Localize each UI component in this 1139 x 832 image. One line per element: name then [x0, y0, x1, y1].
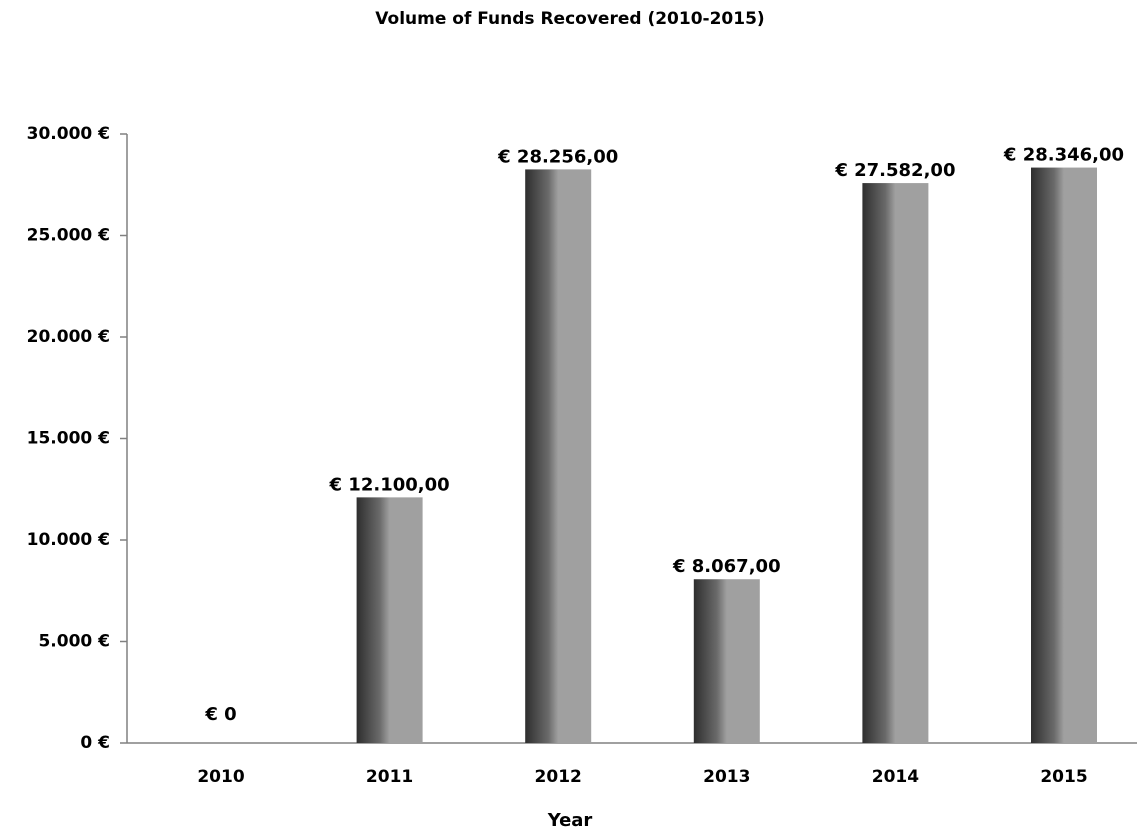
data-label: € 8.067,00 [672, 556, 781, 577]
y-tick-label: 20.000 € [27, 327, 110, 347]
x-tick-label: 2010 [197, 767, 244, 787]
bar [356, 497, 423, 743]
x-tick-label: 2015 [1040, 767, 1087, 787]
data-label: € 28.256,00 [497, 146, 618, 167]
y-tick-label: 30.000 € [27, 124, 110, 144]
x-axis-label: Year [547, 810, 593, 831]
y-tick-label: 10.000 € [27, 530, 110, 550]
data-label: € 27.582,00 [834, 160, 955, 181]
y-tick-label: 5.000 € [38, 632, 110, 652]
x-tick-label: 2011 [366, 767, 413, 787]
bar [862, 183, 929, 744]
y-tick-label: 25.000 € [27, 226, 110, 246]
chart-title: Volume of Funds Recovered (2010-2015) [375, 9, 764, 29]
y-tick-label: 0 € [80, 733, 110, 753]
y-tick-label: 15.000 € [27, 429, 110, 449]
bar [1031, 167, 1097, 744]
data-label: € 28.346,00 [1003, 145, 1124, 166]
x-tick-label: 2012 [535, 767, 582, 787]
data-label: € 12.100,00 [329, 474, 450, 495]
bar [693, 579, 760, 743]
data-label: € 0 [204, 704, 236, 725]
x-tick-label: 2013 [703, 767, 750, 787]
bar [525, 169, 592, 743]
x-tick-label: 2014 [872, 767, 919, 787]
